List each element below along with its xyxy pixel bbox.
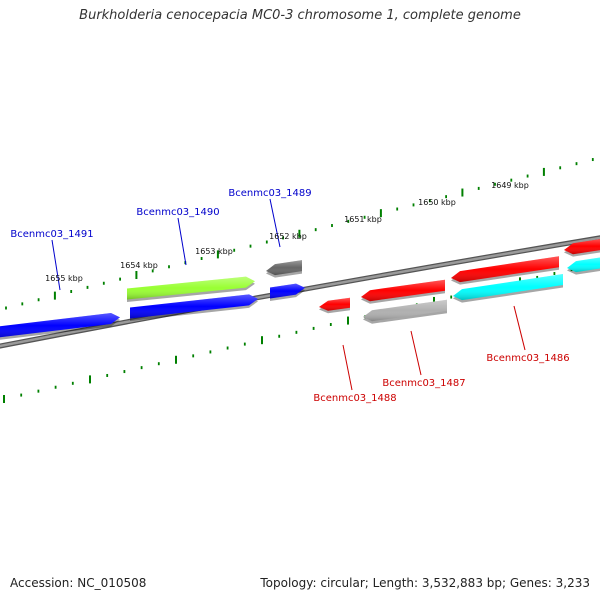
gene-arrow-edge-red-shading bbox=[564, 239, 600, 255]
gene-arrow-bcenmc03-1491b-shading bbox=[130, 294, 258, 319]
scale-tick-label: 1653 kbp bbox=[195, 247, 233, 256]
gene-leader-line bbox=[177, 217, 187, 266]
gene-features bbox=[0, 239, 600, 340]
gene-label: Bcenmc03_1489 bbox=[228, 188, 311, 199]
gene-leader-line bbox=[51, 239, 61, 291]
gene-arrow-bcenmc03-1486-red-shading bbox=[451, 256, 559, 283]
gene-label: Bcenmc03_1487 bbox=[382, 378, 465, 389]
scale-tick-label: 1651 kbp bbox=[344, 215, 382, 224]
outer-scale-ticks bbox=[5, 158, 594, 310]
gene-leader-line bbox=[513, 305, 526, 351]
gene-arrow-bcenmc03-1490-shading bbox=[127, 276, 255, 300]
gene-labels: Bcenmc03_1486 Bcenmc03_1487 Bcenmc03_1488 B… bbox=[10, 188, 569, 404]
scale-tick-label: 1649 kbp bbox=[491, 181, 529, 190]
gene-arrow-bcenmc03-1486-shading bbox=[453, 274, 563, 301]
gene-label: Bcenmc03_1491 bbox=[10, 229, 93, 240]
accession-text: Accession: NC_010508 bbox=[10, 576, 147, 590]
scale-tick-label: 1654 kbp bbox=[120, 261, 158, 270]
scale-tick-label: 1655 kbp bbox=[45, 274, 83, 283]
map-title: Burkholderia cenocepacia MC0-3 chromosom… bbox=[79, 8, 521, 23]
genome-summary-text: Topology: circular; Length: 3,532,883 bp… bbox=[260, 576, 590, 590]
scale-tick-label: 1650 kbp bbox=[418, 198, 456, 207]
gene-leader-line bbox=[342, 344, 353, 391]
gene-label: Bcenmc03_1490 bbox=[136, 207, 219, 218]
gene-leader-line bbox=[410, 330, 422, 376]
gene-arrow-bcenmc03-1487-red-shading bbox=[361, 279, 445, 302]
gene-label: Bcenmc03_1486 bbox=[486, 353, 569, 364]
gene-arrow-bcenmc03-1489-shading bbox=[270, 283, 305, 299]
gene-arrow-bcenmc03-1487-shading bbox=[363, 299, 447, 322]
scale-tick-label: 1652 kbp bbox=[269, 232, 307, 241]
gene-arrow-bcenmc03-1488-shading bbox=[319, 297, 350, 311]
scale-tick-labels: 1649 kbp 1650 kbp 1651 kbp 1652 kbp 1653 kbp… bbox=[45, 181, 529, 283]
gene-leader-line bbox=[269, 198, 281, 248]
gene-arrow-bcenmc03-1491-shading bbox=[0, 313, 120, 338]
gene-arrow-unnamed-grey-shading bbox=[266, 260, 302, 276]
gene-arrow-edge-cyan-shading bbox=[567, 257, 600, 273]
gene-label: Bcenmc03_1488 bbox=[313, 393, 396, 404]
